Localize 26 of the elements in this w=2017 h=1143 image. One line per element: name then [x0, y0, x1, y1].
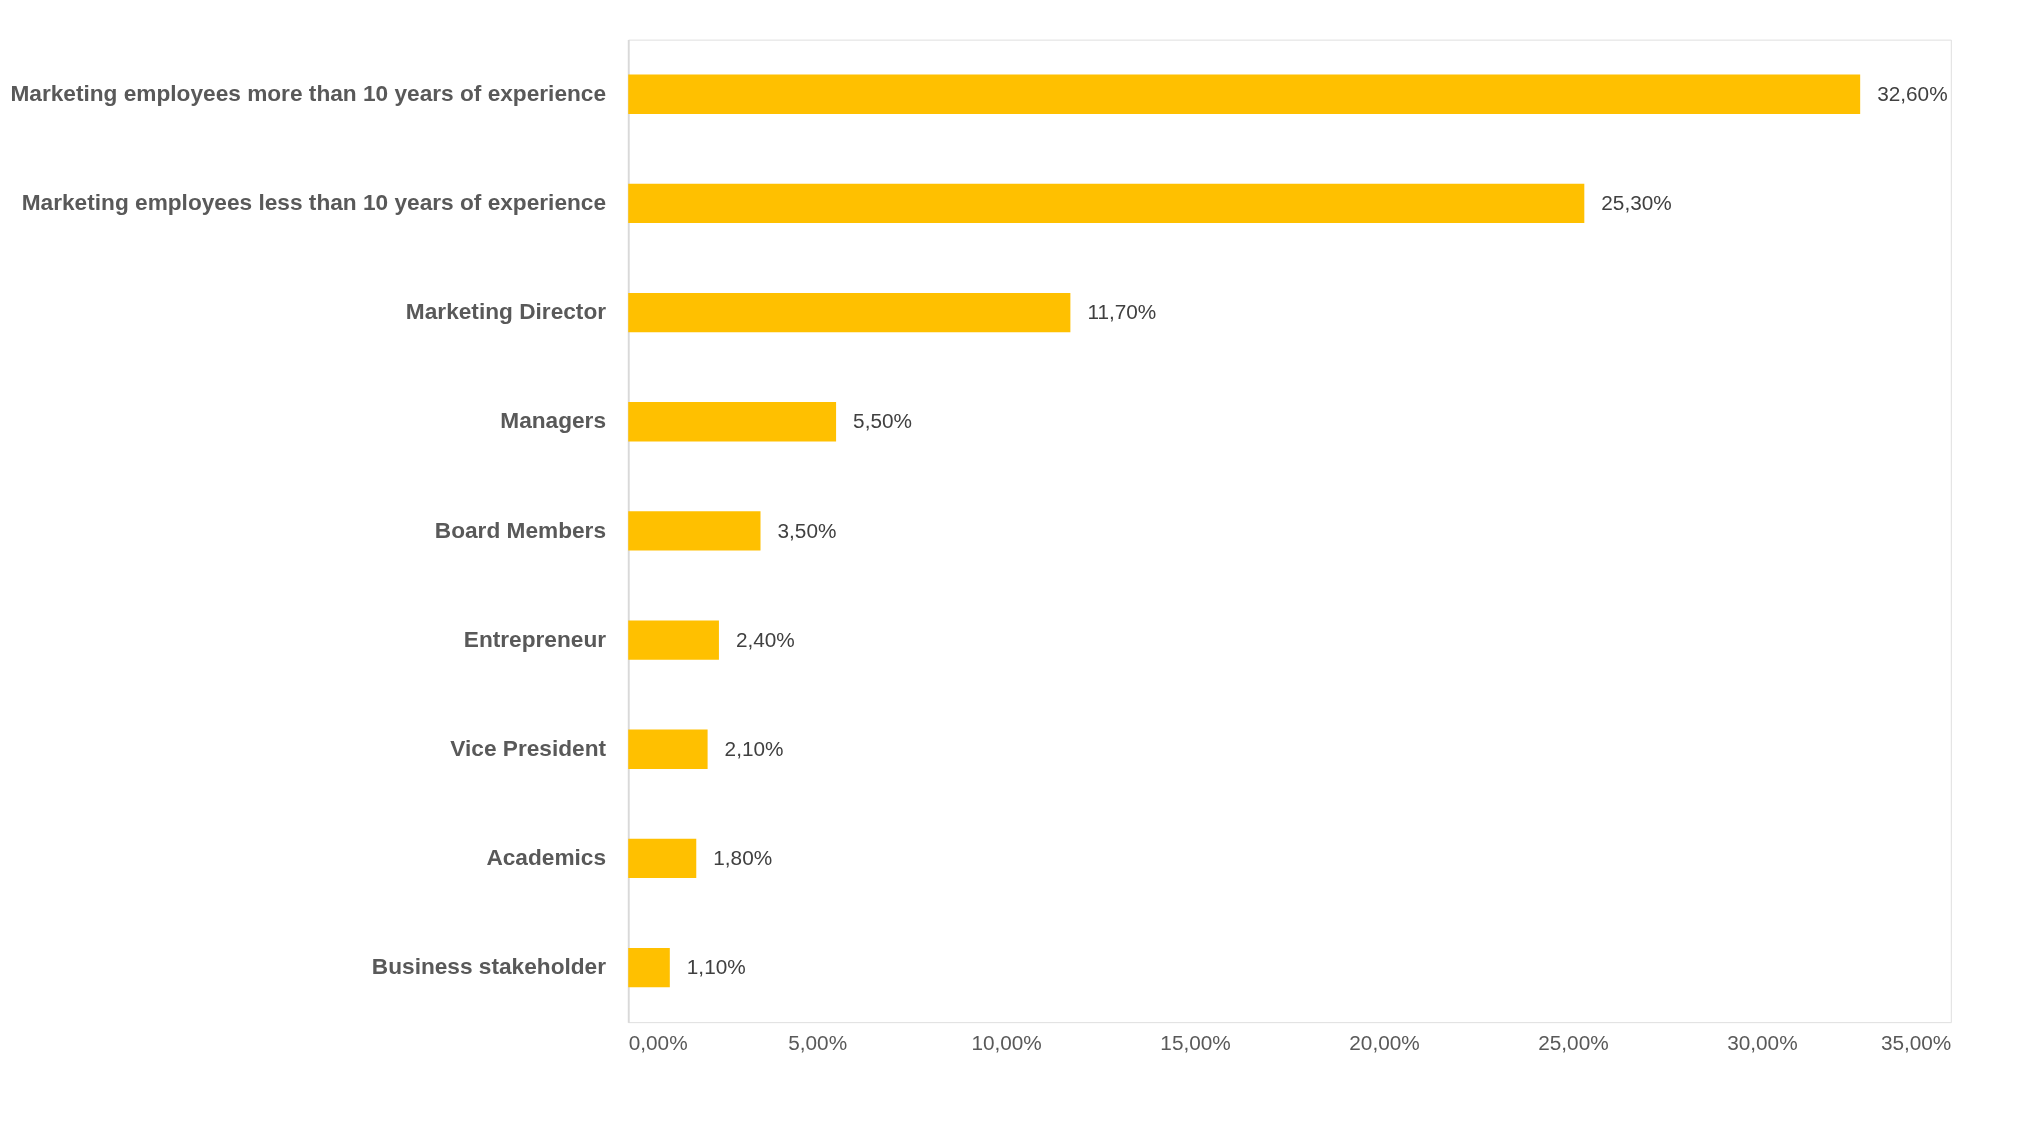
data-label: 1,10%: [686, 955, 746, 979]
x-tick-label: 35,00%: [1880, 1031, 1952, 1055]
data-label: 32,60%: [1877, 81, 1948, 105]
x-tick-label: 15,00%: [1160, 1031, 1231, 1055]
data-label: 5,50%: [853, 409, 912, 433]
y-tick-label: Marketing Director: [405, 298, 607, 325]
data-label: 2,10%: [724, 736, 784, 760]
data-label: 25,30%: [1601, 191, 1672, 215]
y-tick-label: Academics: [486, 844, 607, 871]
x-tick-label: 0,00%: [628, 1031, 688, 1055]
y-tick-label: Marketing employees more than 10 years of experience: [10, 79, 607, 106]
y-tick-label: Board Members: [434, 516, 607, 543]
data-label: 11,70%: [1087, 300, 1157, 324]
data-label: 1,80%: [713, 846, 773, 870]
y-tick-label: Entrepreneur: [463, 625, 607, 652]
y-tick-label: Managers: [500, 407, 607, 434]
x-tick-label: 20,00%: [1349, 1031, 1420, 1055]
x-tick-label: 5,00%: [788, 1031, 848, 1055]
y-tick-label: Vice President: [450, 734, 607, 761]
x-tick-label: 10,00%: [971, 1031, 1042, 1055]
data-label: 2,40%: [735, 627, 795, 651]
x-tick-label: 25,00%: [1538, 1031, 1609, 1055]
x-tick-label: 30,00%: [1727, 1031, 1798, 1055]
data-label: 3,50%: [777, 518, 837, 542]
y-tick-label: Marketing employees less than 10 years of experience: [21, 189, 607, 216]
y-tick-label: Business stakeholder: [371, 953, 607, 980]
